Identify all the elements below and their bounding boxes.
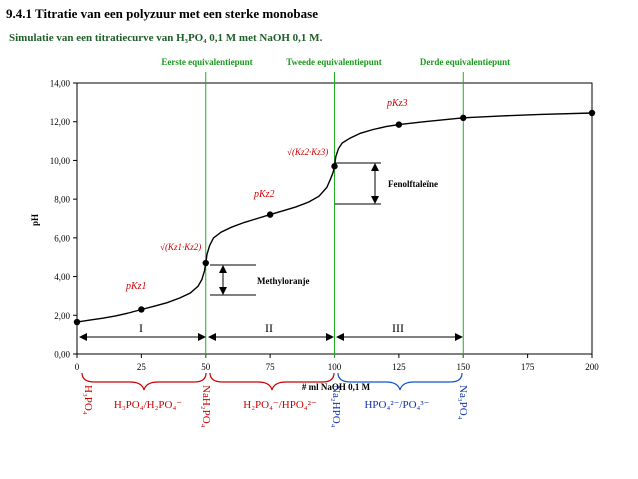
x-tick-label: 100 (328, 362, 342, 372)
x-tick-label: 125 (392, 362, 406, 372)
phenolphthalein-label: Fenolftaleïne (388, 179, 438, 189)
annotation-pk3: pKz3 (386, 98, 408, 109)
data-point (331, 163, 338, 170)
chart-subtitle: Simulatie van een titratiecurve van H₃PO… (9, 32, 323, 44)
species-buffer3: HPO₄²⁻/PO₄³⁻ (364, 399, 429, 411)
species-buffer1: H₃PO₄/H₂PO₄⁻ (114, 399, 182, 411)
data-point (588, 109, 596, 117)
annotation-sqrt12: √(Kz1·Kz2) (160, 242, 201, 252)
brace-region-1 (81, 372, 207, 391)
annotation-pk1: pKz1 (125, 281, 147, 292)
species-na3po4: Na₃PO₄ (457, 385, 469, 420)
data-point (73, 318, 81, 326)
region-label-3: III (392, 321, 404, 335)
x-tick-label: 150 (457, 362, 471, 372)
data-point (202, 259, 209, 267)
data-point (266, 211, 274, 218)
page-title: 9.4.1 Titratie van een polyzuur met een … (6, 6, 318, 21)
brace-region-3 (337, 372, 463, 391)
region-label-1: I (139, 321, 143, 335)
equivalence-lines (205, 72, 464, 358)
annotation-sqrt23: √(Kz2·Kz3) (287, 147, 328, 157)
region-label-2: II (265, 321, 273, 335)
species-h3po4: H₃PO₄ (82, 385, 94, 415)
x-tick-label: 75 (266, 362, 276, 372)
x-tick-label: 175 (521, 362, 535, 372)
y-axis-label: pH (30, 214, 40, 226)
annotation-pk2: pKz2 (253, 189, 275, 200)
data-point (138, 306, 145, 313)
eq-label-3: Derde equivalentiepunt (420, 57, 510, 67)
species-nah2po4: NaH₂PO₄ (200, 385, 212, 428)
eq-label-1: Eerste equivalentiepunt (161, 57, 252, 67)
data-point (395, 121, 403, 128)
methyl-orange-label: Methyloranje (257, 276, 309, 286)
y-tick-label: 12,00 (50, 117, 71, 127)
x-tick-label: 50 (201, 362, 211, 372)
x-tick-label: 0 (75, 362, 80, 372)
y-tick-label: 2,00 (54, 311, 70, 321)
x-tick-label: 200 (585, 362, 599, 372)
y-tick-label: 4,00 (54, 272, 70, 282)
species-na2hpo4: Na₂HPO₄ (330, 385, 342, 428)
y-tick-label: 0,00 (54, 350, 70, 360)
y-tick-label: 14,00 (50, 79, 71, 89)
y-tick-label: 6,00 (54, 233, 70, 243)
y-axis: 0,00 2,00 4,00 6,00 8,00 10,00 12,00 14,00 (50, 79, 77, 360)
x-tick-label: 25 (137, 362, 147, 372)
data-markers (73, 109, 596, 326)
eq-label-2: Tweede equivalentiepunt (286, 57, 382, 67)
y-tick-label: 8,00 (54, 195, 70, 205)
data-point (460, 114, 467, 122)
x-axis-label: # ml NaOH 0,1 M (302, 382, 371, 392)
x-axis: 0 25 50 75 100 125 150 175 200 (75, 354, 599, 372)
species-buffer2: H₂PO₄⁻/HPO₄²⁻ (243, 399, 317, 411)
y-tick-label: 10,00 (50, 156, 71, 166)
brace-region-2 (209, 372, 335, 391)
